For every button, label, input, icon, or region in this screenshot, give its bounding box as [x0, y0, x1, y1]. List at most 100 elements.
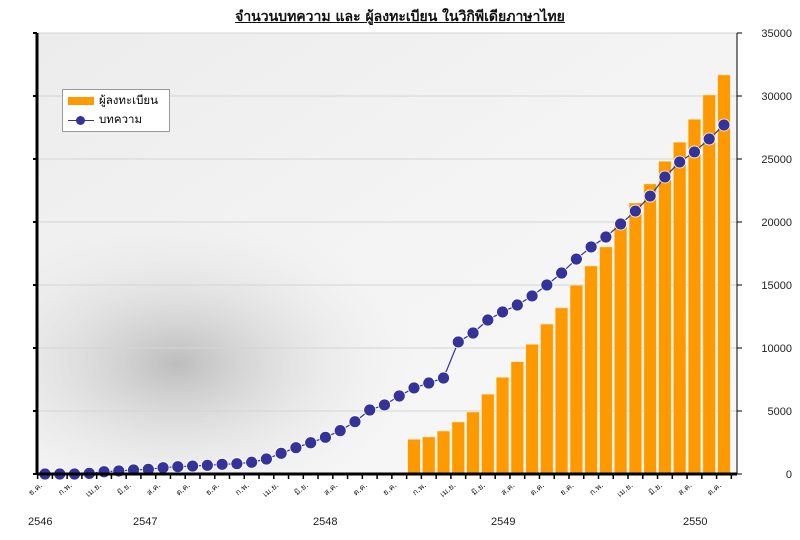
bar [658, 161, 672, 475]
y-tick-label: 0 [786, 469, 792, 481]
x-tick-label: ต.ค. [705, 481, 723, 498]
data-point [304, 436, 318, 450]
bar [436, 430, 451, 475]
bar [451, 421, 465, 475]
data-point [466, 326, 480, 340]
data-point [333, 424, 347, 438]
x-tick-label: ธ.ค. [381, 481, 399, 498]
x-tick-label: ส.ค. [499, 481, 517, 498]
bar [687, 119, 701, 475]
data-point [510, 298, 524, 312]
x-tick-label: มิ.ย. [116, 481, 133, 498]
bar [407, 439, 421, 475]
data-point [407, 381, 421, 395]
bar [540, 323, 554, 475]
data-point [555, 266, 568, 280]
bar [422, 436, 436, 475]
x-tick-label: เม.ย. [615, 481, 634, 499]
data-point [392, 389, 406, 403]
bar [510, 361, 524, 475]
y-tick-label: 5000 [768, 406, 792, 418]
data-point [348, 415, 362, 429]
data-point [97, 465, 111, 479]
x-tick-label: มิ.ย. [647, 481, 664, 498]
chart-title: จำนวนบทความ และ ผู้ลงทะเบียน ในวิกิพีเดี… [235, 9, 565, 25]
bar [555, 307, 569, 475]
year-label: 2549 [491, 516, 516, 528]
data-point [540, 278, 554, 292]
data-point [230, 457, 244, 471]
x-tick-label: ส.ค. [676, 481, 694, 498]
data-point [363, 403, 377, 417]
year-label: 2547 [133, 516, 158, 528]
year-label: 2546 [28, 516, 53, 528]
data-point [688, 145, 701, 159]
data-point [319, 430, 332, 444]
data-point [259, 452, 273, 466]
data-point [186, 459, 200, 473]
bar [717, 74, 731, 475]
data-point [496, 305, 509, 319]
bar [628, 202, 642, 475]
x-tick-label: เม.ย. [261, 481, 280, 499]
x-tick-label: ธ.ค. [27, 481, 45, 498]
bar [599, 246, 613, 475]
year-label: 2550 [683, 516, 708, 528]
x-tick-label: เม.ย. [438, 481, 457, 499]
data-point [643, 189, 657, 203]
data-point [422, 376, 436, 390]
legend-label: บทความ [99, 112, 143, 126]
x-tick-label: ส.ค. [145, 481, 163, 498]
x-tick-label: ธ.ค. [204, 481, 222, 498]
y-tick-label: 25000 [761, 154, 792, 166]
bar [614, 221, 628, 475]
x-tick-label: ก.พ. [411, 481, 428, 498]
data-point [702, 132, 716, 146]
x-tick-label: ก.พ. [233, 481, 250, 498]
y-tick-label: 35000 [761, 28, 792, 40]
data-point [437, 371, 450, 385]
x-tick-label: ก.พ. [588, 481, 605, 498]
x-tick-label: ก.พ. [56, 481, 73, 498]
data-point [200, 458, 214, 472]
bar [496, 377, 510, 475]
data-point [215, 457, 229, 471]
y-tick-label: 30000 [761, 91, 792, 103]
data-point [451, 335, 465, 349]
data-point [614, 217, 628, 231]
data-point [569, 252, 583, 266]
x-tick-label: ต.ค. [351, 481, 369, 498]
legend-label: ผู้ลงทะเบียน [99, 93, 158, 107]
legend-bar-swatch [68, 97, 94, 105]
legend-item-users: ผู้ลงทะเบียน [68, 93, 158, 109]
data-point [584, 240, 598, 254]
y-tick-label: 20000 [761, 217, 792, 229]
x-tick-label: มิ.ย. [293, 481, 310, 498]
y-tick-label: 10000 [761, 343, 792, 355]
legend: ผู้ลงทะเบียน บทความ [62, 89, 170, 132]
data-point [378, 398, 391, 412]
x-tick-label: ต.ค. [174, 481, 192, 498]
year-label: 2548 [313, 516, 338, 528]
legend-item-articles: บทความ [68, 112, 142, 128]
data-point [171, 460, 185, 474]
data-point [629, 204, 642, 218]
data-point [156, 461, 170, 475]
bar [481, 393, 495, 475]
x-tick-label: มิ.ย. [470, 481, 487, 498]
x-tick-label: ต.ค. [528, 481, 546, 498]
data-point [673, 155, 687, 169]
bar [702, 94, 716, 475]
bar [673, 141, 687, 475]
data-point [599, 230, 613, 244]
bar [643, 183, 657, 475]
x-tick-label: ธ.ค. [558, 481, 576, 498]
bar [569, 285, 583, 475]
data-point [481, 313, 495, 327]
data-point [658, 170, 672, 184]
bar [584, 265, 598, 475]
y-tick-label: 15000 [761, 280, 792, 292]
x-tick-label: เม.ย. [84, 481, 103, 499]
bar [525, 344, 539, 475]
